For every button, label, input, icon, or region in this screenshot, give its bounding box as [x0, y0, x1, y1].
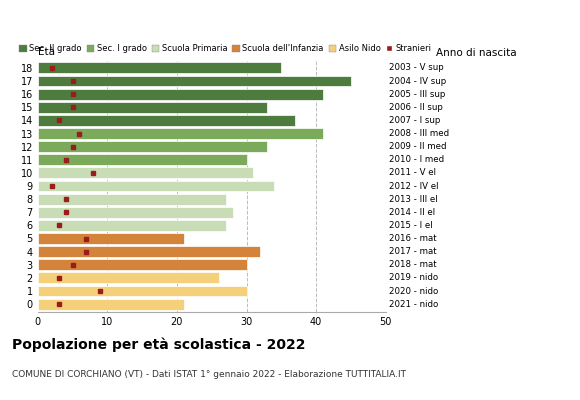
Bar — [38, 272, 219, 283]
Text: 2014 - II el: 2014 - II el — [389, 208, 435, 217]
Bar — [38, 89, 323, 100]
Bar — [38, 299, 184, 310]
Bar — [38, 259, 246, 270]
Bar — [38, 194, 226, 204]
Bar — [38, 233, 184, 244]
Text: 2007 - I sup: 2007 - I sup — [389, 116, 440, 125]
Text: 2016 - mat: 2016 - mat — [389, 234, 436, 243]
Bar — [38, 286, 246, 296]
Text: 2008 - III med: 2008 - III med — [389, 129, 449, 138]
Bar — [38, 246, 260, 257]
Text: 2017 - mat: 2017 - mat — [389, 247, 436, 256]
Bar — [38, 102, 267, 113]
Text: 2021 - nido: 2021 - nido — [389, 300, 438, 309]
Text: 2012 - IV el: 2012 - IV el — [389, 182, 438, 190]
Text: 2019 - nido: 2019 - nido — [389, 273, 438, 282]
Text: 2013 - III el: 2013 - III el — [389, 195, 437, 204]
Text: 2011 - V el: 2011 - V el — [389, 168, 436, 177]
Bar — [38, 207, 233, 218]
Text: Età: Età — [38, 48, 55, 58]
Bar — [38, 62, 281, 73]
Text: 2006 - II sup: 2006 - II sup — [389, 103, 443, 112]
Text: 2005 - III sup: 2005 - III sup — [389, 90, 445, 99]
Text: 2003 - V sup: 2003 - V sup — [389, 63, 443, 72]
Text: 2004 - IV sup: 2004 - IV sup — [389, 76, 446, 86]
Bar — [38, 76, 351, 86]
Text: 2018 - mat: 2018 - mat — [389, 260, 436, 269]
Text: 2010 - I med: 2010 - I med — [389, 155, 444, 164]
Text: Anno di nascita: Anno di nascita — [436, 48, 516, 58]
Text: 2020 - nido: 2020 - nido — [389, 286, 438, 296]
Bar — [38, 128, 323, 139]
Bar — [38, 181, 274, 191]
Text: 2015 - I el: 2015 - I el — [389, 221, 432, 230]
Bar — [38, 115, 295, 126]
Legend: Sec. II grado, Sec. I grado, Scuola Primaria, Scuola dell'Infanzia, Asilo Nido, : Sec. II grado, Sec. I grado, Scuola Prim… — [19, 44, 432, 53]
Bar — [38, 168, 253, 178]
Text: 2009 - II med: 2009 - II med — [389, 142, 446, 151]
Bar — [38, 154, 246, 165]
Text: Popolazione per età scolastica - 2022: Popolazione per età scolastica - 2022 — [12, 338, 305, 352]
Bar — [38, 141, 267, 152]
Bar — [38, 220, 226, 231]
Text: COMUNE DI CORCHIANO (VT) - Dati ISTAT 1° gennaio 2022 - Elaborazione TUTTITALIA.: COMUNE DI CORCHIANO (VT) - Dati ISTAT 1°… — [12, 370, 405, 379]
